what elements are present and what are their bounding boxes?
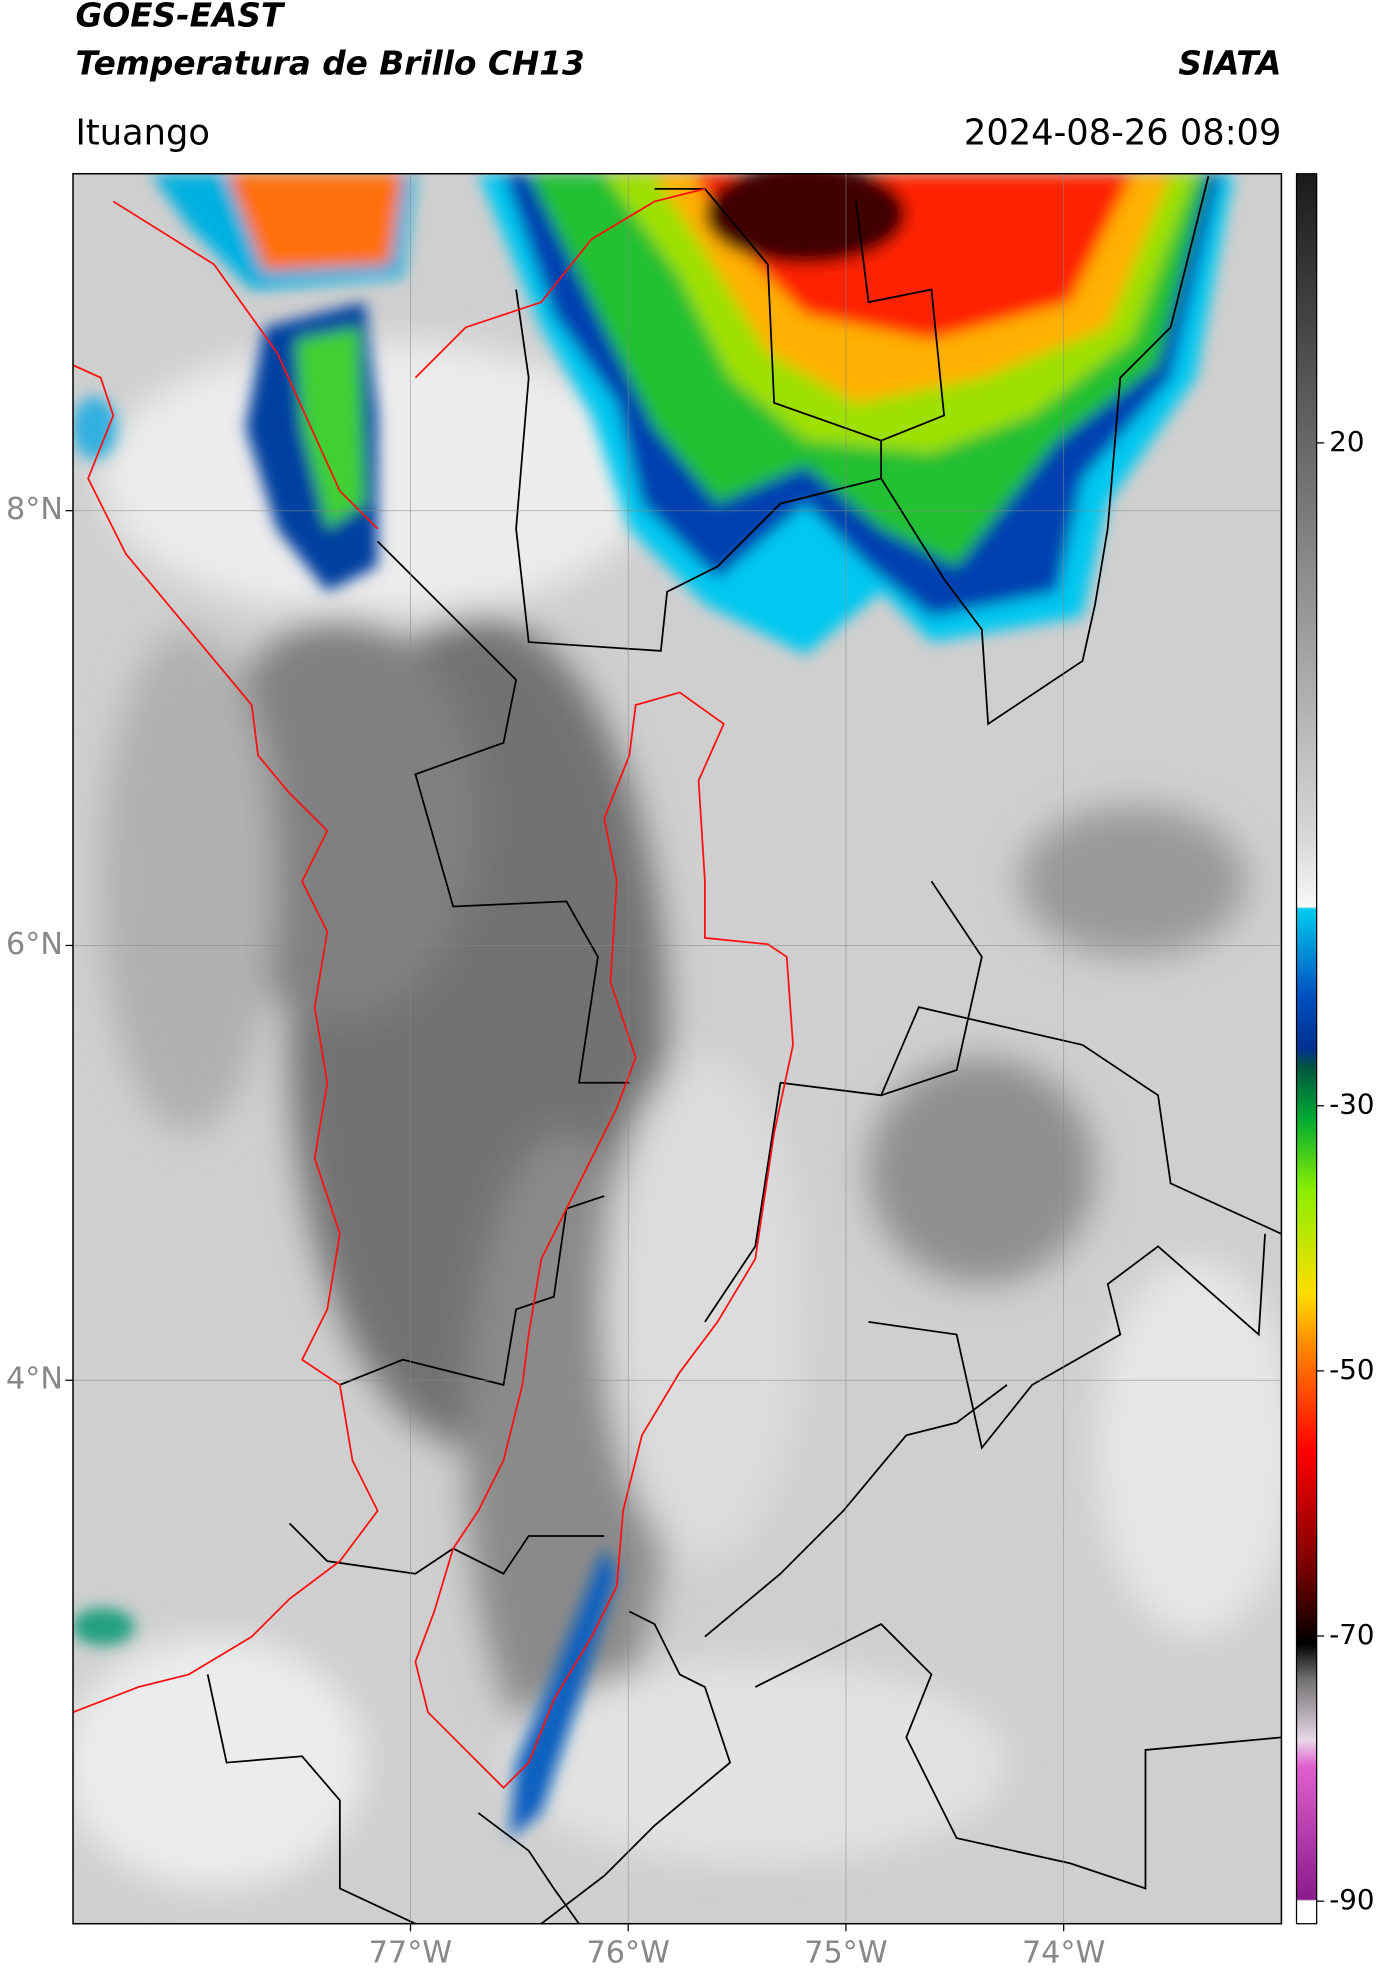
location: Ituango <box>76 113 210 154</box>
subtitle: Temperatura de Brillo CH13 <box>76 44 585 82</box>
x-tick-label: 77°W <box>369 1935 452 1970</box>
x-tick-label: 76°W <box>587 1935 670 1970</box>
colorbar <box>1295 173 1318 1925</box>
x-tick-label: 75°W <box>804 1935 887 1970</box>
colorbar-tick-label: 20 <box>1329 425 1364 458</box>
colorbar-tick-label: -30 <box>1329 1088 1374 1121</box>
colorbar-tick-label: -70 <box>1329 1618 1374 1651</box>
colorbar-tick-label: -50 <box>1329 1353 1374 1386</box>
x-tick-label: 74°W <box>1022 1935 1105 1970</box>
title: GOES-EAST <box>76 0 286 35</box>
y-tick-label: 6°N <box>6 927 63 962</box>
colorbar-tick-label: -90 <box>1329 1883 1374 1916</box>
map-frame <box>72 172 1283 1925</box>
brand: SIATA <box>1178 44 1281 82</box>
timestamp: 2024-08-26 08:09 <box>964 113 1281 154</box>
y-tick-label: 8°N <box>6 492 63 527</box>
y-tick-label: 4°N <box>6 1362 63 1397</box>
satellite-image <box>73 173 1282 1924</box>
